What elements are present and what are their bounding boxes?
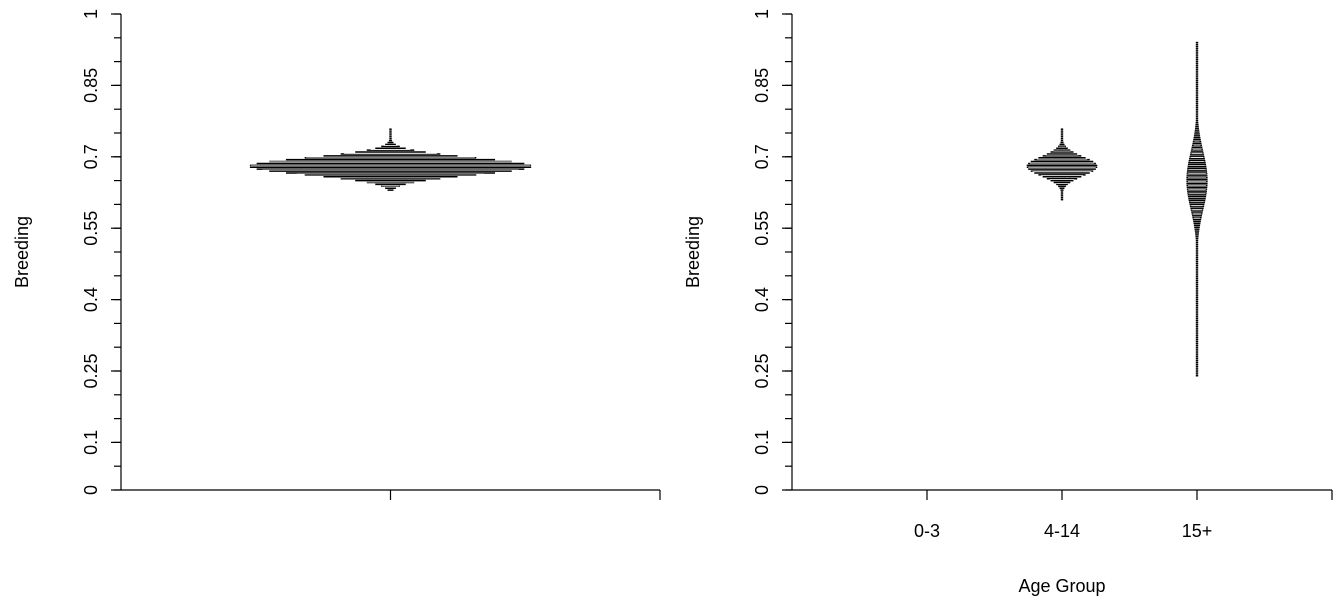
y-tick-label: 0.25 [752, 353, 772, 388]
x-tick-label: 0-3 [914, 521, 940, 541]
bean-violin [1186, 41, 1208, 377]
y-tick-label: 0.85 [752, 68, 772, 103]
x-tick-label: 4-14 [1044, 521, 1080, 541]
y-tick-label: 0.7 [752, 144, 772, 169]
y-tick-label: 1 [81, 9, 101, 19]
bean-violin [249, 128, 532, 191]
y-tick-label: 0.4 [752, 287, 772, 312]
y-tick-label: 0.85 [81, 68, 101, 103]
x-tick-label: 15+ [1182, 521, 1213, 541]
y-axis-title: Breeding [12, 216, 32, 288]
y-tick-label: 0.55 [752, 211, 772, 246]
bean-violin [1026, 128, 1098, 201]
y-axis-title: Breeding [683, 216, 703, 288]
y-tick-label: 0 [752, 485, 772, 495]
y-tick-label: 0.25 [81, 353, 101, 388]
y-tick-label: 1 [752, 9, 772, 19]
y-tick-label: 0.55 [81, 211, 101, 246]
x-axis-title: Age Group [1018, 576, 1105, 596]
y-tick-label: 0.1 [752, 430, 772, 455]
right-chart-panel: 0 0.1 0.25 0.4 0.55 0.7 0.85 1 Breeding 0-3 4-14 15… [683, 9, 1333, 596]
y-tick-label: 0 [81, 485, 101, 495]
y-tick-label: 0.7 [81, 144, 101, 169]
y-tick-label: 0.4 [81, 287, 101, 312]
y-tick-label: 0.1 [81, 430, 101, 455]
left-chart-panel: 0 0.1 0.25 0.4 0.55 0.7 0.85 1 Breeding [12, 9, 661, 500]
